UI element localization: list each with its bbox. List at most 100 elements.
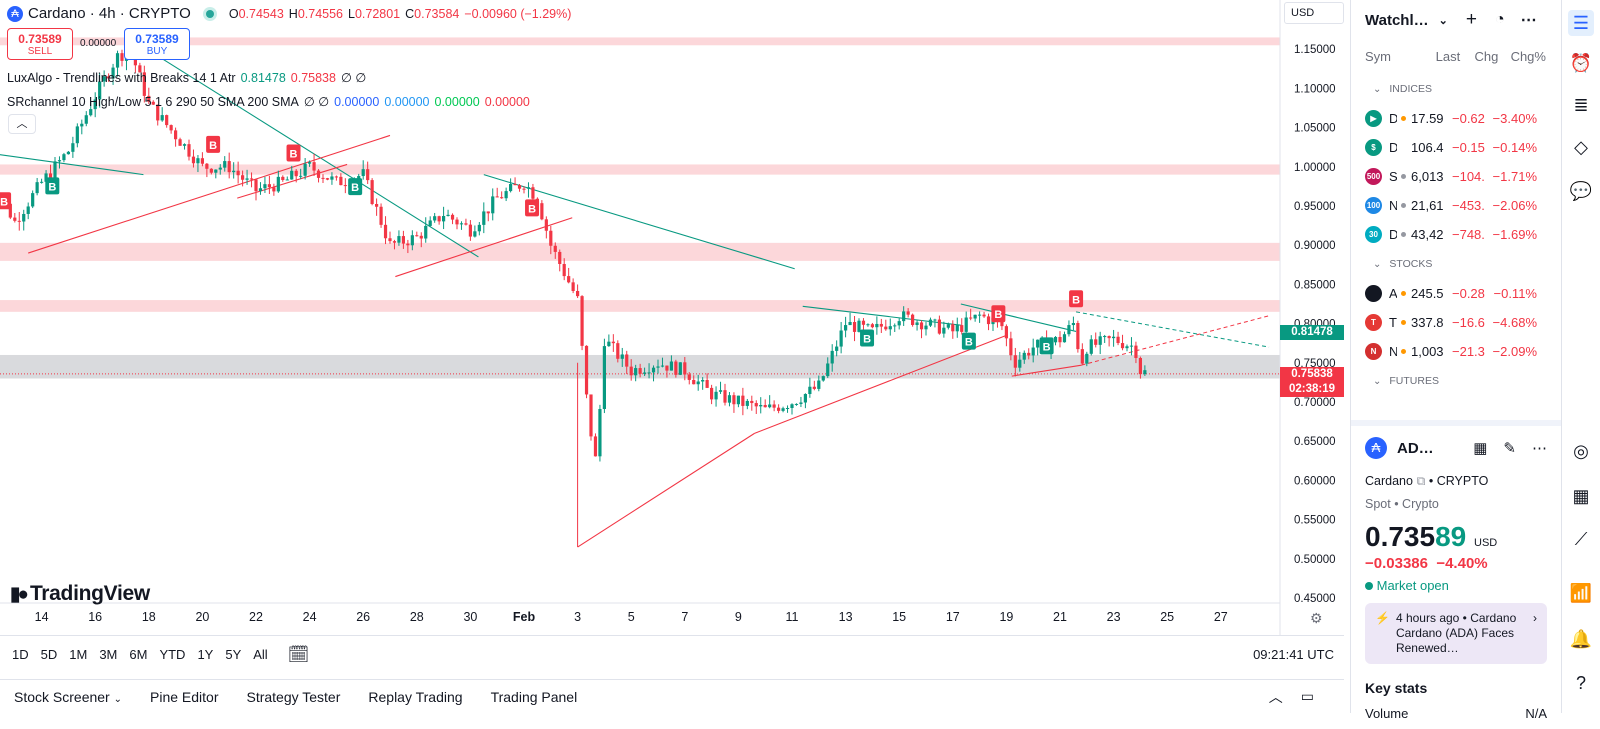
alerts-clock-icon[interactable]: ⏰: [1569, 52, 1593, 73]
candle-body: [826, 363, 830, 377]
settings-gear-icon[interactable]: ⚙: [1310, 610, 1323, 626]
object-tree-icon[interactable]: ≣: [1573, 94, 1589, 115]
candle-body: [517, 185, 522, 189]
watchlist-section[interactable]: ⌄ STOCKS: [1351, 249, 1560, 279]
range-button[interactable]: 3M: [99, 647, 118, 662]
watchlist-icon[interactable]: ☰: [1568, 10, 1594, 36]
price-tick-label: 0.45000: [1294, 593, 1336, 605]
chevron-down-icon: ⌄: [113, 693, 122, 705]
time-tick-label: 26: [356, 610, 370, 624]
range-button[interactable]: 1D: [12, 647, 29, 662]
grid-icon[interactable]: ▦: [1473, 440, 1488, 457]
range-button[interactable]: 6M: [129, 647, 148, 662]
candle-body: [616, 343, 620, 359]
ohlc-close-label: C: [405, 6, 415, 21]
col-chg-pct[interactable]: Chg%: [1510, 49, 1546, 64]
detail-symbol[interactable]: AD…: [1397, 439, 1434, 457]
calendar-icon[interactable]: 🗓: [287, 644, 310, 664]
watchlist-row[interactable]: ▶ D 17.59 −0.62 −3.40%: [1351, 104, 1560, 133]
signal-icon[interactable]: 📶: [1569, 582, 1593, 603]
add-symbol-icon[interactable]: +: [1465, 9, 1477, 30]
currency-selector[interactable]: USD: [1284, 2, 1344, 24]
signal-badge: [206, 135, 221, 153]
watchlist-row[interactable]: A 245.5 −0.28 −0.11%: [1351, 279, 1560, 308]
sr-zone: [0, 164, 1280, 175]
watchlist-row[interactable]: T T 337.8 −16.6 −4.68%: [1351, 308, 1560, 337]
col-last[interactable]: Last: [1435, 49, 1461, 64]
maximize-panel-icon[interactable]: ▭: [1300, 688, 1314, 704]
edit-icon[interactable]: ✎: [1503, 440, 1516, 457]
col-chg[interactable]: Chg: [1474, 49, 1499, 64]
watchlist-section[interactable]: ⌄ INDICES: [1351, 74, 1560, 104]
break-signal: B: [1039, 337, 1054, 355]
ideas-icon[interactable]: ◎: [1573, 440, 1589, 461]
layers-icon[interactable]: ◇: [1574, 136, 1588, 157]
more-options-icon[interactable]: ⋯: [1520, 12, 1537, 29]
time-tick-label: 25: [1160, 610, 1174, 624]
collapse-panel-icon[interactable]: ︿: [1268, 688, 1283, 705]
watchlist-row[interactable]: $ DX 106.4 −0.15 −0.14%: [1351, 133, 1560, 162]
candle-body: [1031, 347, 1035, 356]
candle-body: [495, 196, 499, 198]
status-dot-icon: [1401, 291, 1406, 296]
row-change-pct: −2.09%: [1492, 344, 1537, 359]
candle-body: [736, 395, 740, 405]
watchlist-row[interactable]: 500 S 6,013 −104. −1.71%: [1351, 162, 1560, 191]
candle-body: [643, 372, 647, 374]
sell-button[interactable]: 0.73589 SELL: [7, 28, 73, 60]
trendline-icon[interactable]: ⟋: [1574, 528, 1588, 549]
range-button[interactable]: YTD: [159, 647, 186, 662]
candle-body: [17, 220, 21, 222]
clock[interactable]: 09:21:41 UTC: [1253, 647, 1334, 662]
watchlist-title[interactable]: Watchl…: [1365, 11, 1429, 29]
collapse-legend-button[interactable]: ︿: [8, 114, 36, 134]
chevron-down-icon[interactable]: ⌄: [1438, 14, 1448, 27]
range-button[interactable]: 5D: [40, 647, 58, 662]
advanced-view-icon[interactable]: ◔: [1494, 11, 1505, 28]
detail-name[interactable]: Cardano: [1365, 474, 1413, 488]
range-button[interactable]: 1Y: [197, 647, 214, 662]
price-tick-label: 0.85000: [1294, 279, 1336, 291]
news-headline[interactable]: ⚡ 4 hours ago • Cardano Cardano (ADA) Fa…: [1365, 603, 1547, 664]
lightning-icon: ⚡: [1375, 611, 1390, 625]
calendar-icon[interactable]: ▦: [1572, 485, 1590, 506]
more-options-icon[interactable]: ⋯: [1532, 440, 1547, 457]
help-icon[interactable]: ?: [1575, 672, 1586, 693]
tab-trading-panel[interactable]: Trading Panel: [490, 688, 578, 705]
tab-stock-screener[interactable]: Stock Screener ⌄: [0, 689, 136, 705]
chat-icon[interactable]: 💬: [1569, 180, 1593, 201]
buy-button[interactable]: 0.73589 BUY: [124, 28, 190, 60]
candle-body: [866, 324, 870, 326]
tab-replay-trading[interactable]: Replay Trading: [368, 688, 463, 705]
ohlc-low-label: L: [348, 6, 355, 21]
range-button[interactable]: All: [253, 647, 268, 662]
break-signal: B: [45, 177, 60, 195]
range-button[interactable]: 1M: [69, 647, 88, 662]
candle-body: [160, 115, 164, 121]
indicator-srchannel[interactable]: SRchannel 10 High/Low 5 1 6 290 50 SMA 2…: [7, 94, 530, 110]
watchlist-row[interactable]: N N 1,003 −21.3 −2.09%: [1351, 337, 1560, 366]
symbol-title[interactable]: Cardano · 4h · CRYPTO: [28, 5, 191, 22]
candle-body: [1112, 336, 1116, 339]
row-ticker: D: [1389, 111, 1397, 126]
indicator-luxalgo[interactable]: LuxAlgo - Trendlines with Breaks 14 1 At…: [7, 70, 366, 86]
watchlist-section[interactable]: ⌄ FUTURES: [1351, 366, 1560, 396]
tradingview-logo[interactable]: ▮● TradingView: [10, 582, 150, 606]
col-sym[interactable]: Sym: [1365, 49, 1391, 64]
status-dot-icon: [1401, 116, 1406, 121]
candle-body: [415, 235, 419, 237]
watchlist-row[interactable]: 100 N 21,61 −453. −2.06%: [1351, 191, 1560, 220]
notifications-icon[interactable]: 🔔: [1569, 628, 1593, 649]
time-tick-label: 11: [786, 610, 799, 624]
tab-pine-editor[interactable]: Pine Editor: [150, 688, 219, 705]
range-button[interactable]: 5Y: [225, 647, 242, 662]
external-link-icon[interactable]: ⧉: [1416, 474, 1426, 488]
candle-body: [651, 367, 656, 373]
price-tag-upper: 0.81478: [1280, 325, 1344, 340]
tab-strategy-tester[interactable]: Strategy Tester: [246, 688, 341, 705]
watchlist-row[interactable]: 30 D 43,42 −748. −1.69%: [1351, 220, 1560, 249]
sell-price: 0.73589: [18, 32, 62, 46]
candle-body: [218, 167, 222, 170]
